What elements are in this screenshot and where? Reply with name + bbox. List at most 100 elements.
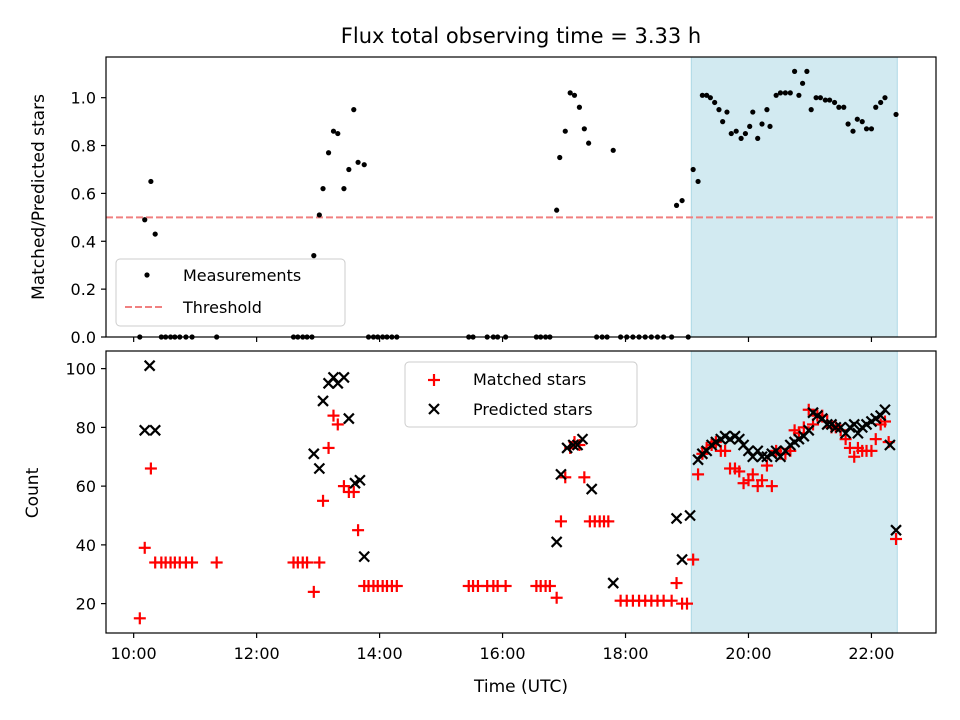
measurements-point: [724, 109, 730, 115]
matched-stars-point: [307, 585, 320, 598]
measurements-point: [755, 135, 761, 141]
count-y-tick-label: 80: [76, 418, 96, 437]
legend-predicted-marker: [428, 403, 440, 415]
matched-stars-point: [756, 474, 769, 487]
predicted-stars-point: [692, 453, 704, 466]
measurements-point: [813, 95, 819, 101]
matched-stars-point: [210, 556, 223, 569]
measurements-point: [557, 154, 563, 161]
measurements-point: [827, 97, 833, 103]
matched-stars-point: [331, 418, 344, 431]
matched-stars-point: [301, 556, 314, 569]
predicted-stars-point: [550, 536, 563, 548]
ratio-y-tick-label: 1.0: [71, 89, 96, 108]
measurements-point: [586, 140, 592, 146]
measurements-point: [571, 92, 578, 98]
measurements-point: [804, 68, 810, 74]
ratio-plot-frame: [105, 56, 937, 338]
measurements-point: [831, 99, 838, 106]
count-y-tick-label: 40: [76, 536, 96, 555]
predicted-stars-point: [313, 462, 326, 475]
predicted-stars-point: [143, 359, 156, 372]
measurements-point: [859, 119, 865, 125]
x-tick-label: 14:00: [357, 644, 403, 663]
measurements-point: [817, 95, 824, 101]
matched-stars-point: [746, 468, 759, 481]
legend-measurements-marker: [144, 272, 150, 278]
measurements-point: [679, 197, 685, 204]
measurements-point: [767, 123, 773, 130]
predicted-stars-point: [879, 403, 891, 416]
predicted-stars-point: [576, 433, 589, 445]
matched-stars-point: [869, 433, 882, 446]
measurements-point: [836, 104, 842, 110]
x-tick-label: 20:00: [725, 644, 771, 663]
matched-stars-point: [578, 471, 591, 484]
matched-stars-point: [797, 421, 810, 434]
predicted-stars-point: [585, 483, 598, 495]
measurements-point: [335, 130, 341, 137]
predicted-stars-point: [756, 450, 768, 463]
measurements-point: [707, 95, 713, 101]
predicted-stars-point: [852, 427, 864, 440]
measurements-point: [320, 186, 326, 192]
measurements-point: [863, 126, 870, 132]
predicted-stars-point: [884, 439, 896, 451]
count-y-tick-label: 100: [65, 360, 96, 379]
predicted-stars-point: [308, 448, 320, 460]
measurements-point: [854, 116, 860, 122]
legend-predicted-label: Predicted stars: [473, 400, 593, 419]
matched-stars-point: [133, 612, 146, 625]
predicted-stars-point: [138, 424, 151, 437]
matched-stars-point: [144, 462, 157, 475]
predicted-stars-point: [839, 427, 852, 440]
matched-stars-point: [681, 597, 693, 610]
measurements-point: [845, 121, 851, 127]
measurements-point: [316, 212, 322, 218]
matched-stars-point: [665, 594, 678, 607]
measurements-point: [808, 107, 814, 113]
measurements-point: [581, 126, 587, 132]
measurements-point: [787, 90, 793, 96]
matched-stars-point: [313, 556, 326, 569]
measurements-point: [716, 107, 722, 113]
ratio-y-tick-label: 0.8: [71, 137, 96, 156]
predicted-stars-point: [561, 442, 573, 454]
measurements-point: [712, 99, 718, 106]
measurements-point: [733, 128, 739, 134]
measurements-point: [747, 123, 753, 130]
predicted-stars-point: [802, 424, 815, 437]
x-axis-label: Time (UTC): [473, 677, 568, 697]
matched-stars-point: [186, 556, 199, 569]
predicted-stars-point: [354, 474, 366, 487]
matched-stars-point: [327, 409, 340, 422]
matched-stars-point: [550, 591, 563, 604]
measurements-point: [782, 90, 788, 96]
measurements-point: [750, 109, 756, 115]
measurements-point: [152, 231, 158, 237]
measurements-point: [554, 207, 560, 213]
measurements-point: [791, 68, 798, 74]
ratio-y-axis-label: Matched/Predicted stars: [29, 94, 49, 300]
chart-title: Flux total observing time = 3.33 h: [341, 24, 701, 48]
measurements-point: [148, 178, 154, 185]
matched-stars-point: [602, 515, 615, 528]
count-y-tick-label: 20: [76, 595, 96, 614]
measurements-point: [841, 104, 847, 110]
predicted-stars-point: [751, 445, 764, 457]
matched-stars-point: [890, 533, 903, 545]
predicted-stars-point: [555, 468, 567, 481]
legend-threshold-label: Threshold: [182, 298, 262, 317]
matched-stars-point: [138, 541, 151, 554]
matched-stars-point: [765, 480, 778, 493]
count-highlight-span: [690, 350, 898, 634]
ratio-y-tick-label: 0.4: [71, 232, 96, 251]
matched-stars-point: [839, 433, 852, 446]
measurements-point: [361, 162, 367, 168]
measurements-point: [341, 186, 347, 192]
matched-stars-point: [670, 577, 683, 590]
measurements-point: [355, 159, 361, 165]
measurements-point: [893, 111, 899, 118]
predicted-stars-point: [317, 395, 329, 407]
measurements-point: [764, 107, 770, 113]
